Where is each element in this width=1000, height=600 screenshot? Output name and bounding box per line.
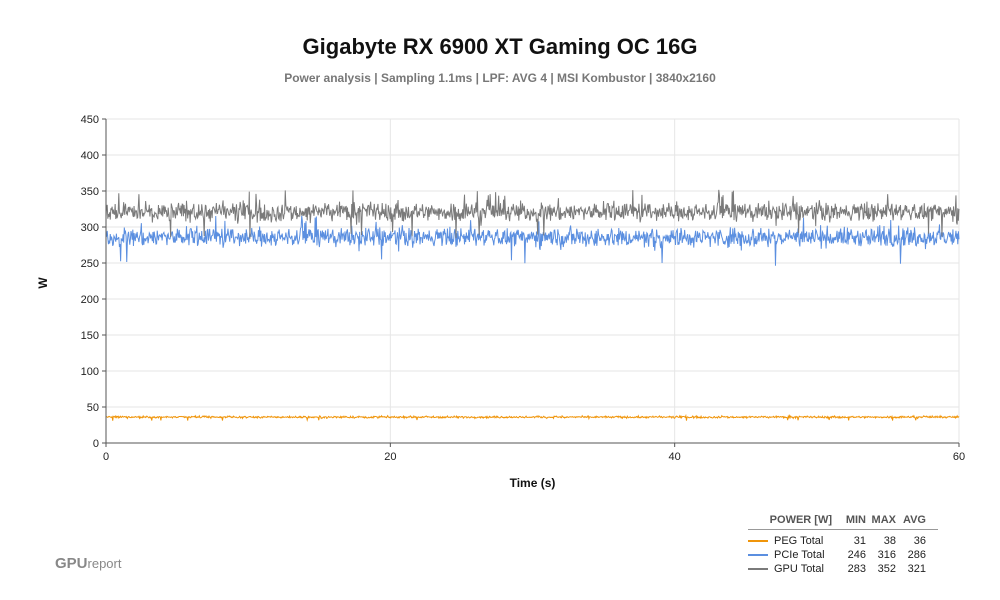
legend-avg-pcie: 286 — [907, 549, 926, 561]
gpureport-logo: GPUreport — [55, 555, 121, 572]
legend-min-pcie: 246 — [847, 549, 866, 561]
legend-avg-peg: 36 — [913, 535, 926, 547]
legend-max-pcie: 316 — [877, 549, 896, 561]
y-tick-label: 200 — [81, 294, 99, 306]
legend-avg-gpu: 321 — [907, 563, 926, 575]
legend-row-pcie: PCIe Total 246 316 286 — [748, 548, 938, 562]
legend-header-max: MAX — [871, 514, 896, 526]
y-tick-label: 250 — [81, 258, 99, 270]
logo-small-text: report — [87, 556, 122, 571]
legend-swatch-pcie — [748, 554, 768, 556]
x-tick-label: 20 — [384, 451, 396, 463]
legend-min-gpu: 283 — [847, 563, 866, 575]
series-line-gpu-total — [105, 189, 960, 239]
legend-header-min: MIN — [845, 514, 866, 526]
legend-name-gpu: GPU Total — [774, 563, 824, 575]
y-tick-label: 0 — [93, 438, 99, 450]
y-tick-label: 50 — [87, 402, 99, 414]
legend-min-peg: 31 — [853, 535, 866, 547]
chart-subtitle: Power analysis | Sampling 1.1ms | LPF: A… — [284, 71, 716, 85]
x-axis-title: Time (s) — [510, 476, 556, 490]
x-tick-label: 40 — [669, 451, 681, 463]
legend-header-name: POWER [W] — [769, 514, 832, 526]
series-line-pcie-total — [105, 215, 960, 266]
legend-header-avg: AVG — [902, 514, 926, 526]
legend-name-peg: PEG Total — [774, 535, 824, 547]
y-tick-label: 300 — [81, 222, 99, 234]
legend-header: POWER [W] MIN MAX AVG — [748, 514, 938, 530]
legend-row-peg: PEG Total 31 38 36 — [748, 534, 938, 548]
y-axis-title: W — [36, 277, 50, 289]
legend-swatch-gpu — [748, 568, 768, 570]
legend: POWER [W] MIN MAX AVG PEG Total 31 38 36… — [748, 514, 938, 576]
series-lines — [105, 189, 960, 422]
y-tick-label: 150 — [81, 330, 99, 342]
series-line-peg-total — [105, 413, 960, 422]
grid-lines — [105, 118, 960, 444]
legend-row-gpu: GPU Total 283 352 321 — [748, 562, 938, 576]
legend-max-gpu: 352 — [877, 563, 896, 575]
y-tick-label: 450 — [81, 114, 99, 126]
x-tick-label: 0 — [103, 451, 109, 463]
legend-name-pcie: PCIe Total — [774, 549, 825, 561]
legend-max-peg: 38 — [883, 535, 896, 547]
axes: 0 50 100 150 200 250 300 350 400 450 0 20 40 60 — [81, 114, 965, 463]
y-tick-label: 350 — [81, 186, 99, 198]
x-tick-label: 60 — [953, 451, 965, 463]
y-tick-label: 400 — [81, 150, 99, 162]
y-tick-label: 100 — [81, 366, 99, 378]
legend-swatch-peg — [748, 540, 768, 542]
chart-title: Gigabyte RX 6900 XT Gaming OC 16G — [302, 34, 698, 59]
logo-main-text: GPU — [55, 555, 88, 572]
